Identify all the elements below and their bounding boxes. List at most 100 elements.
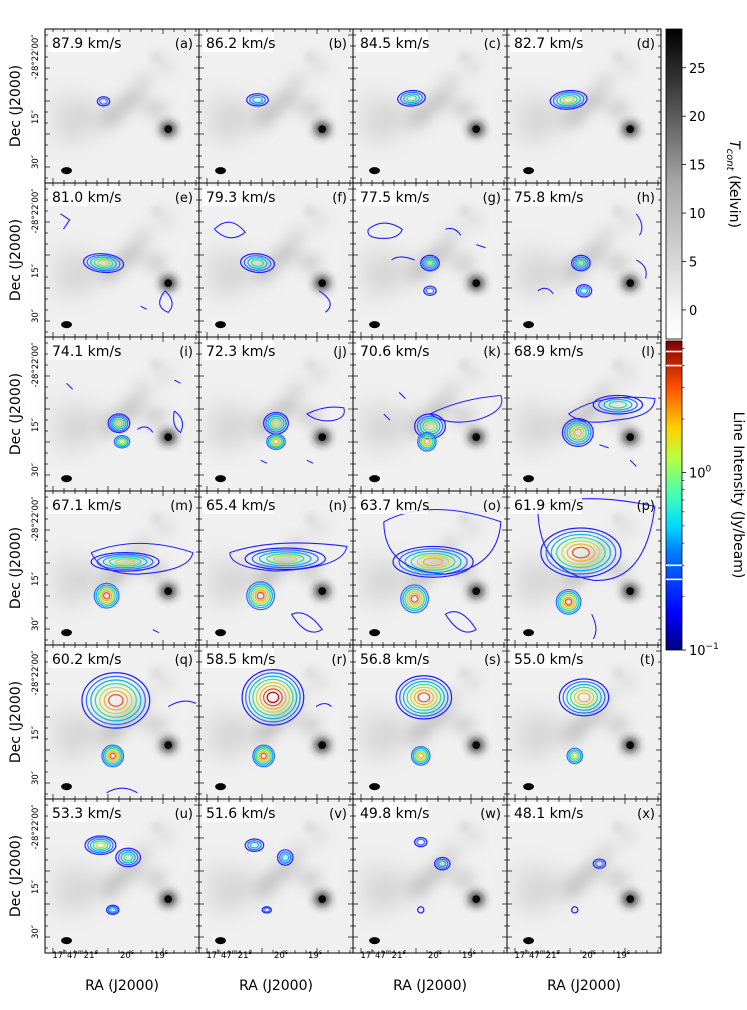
contour-set	[571, 858, 607, 914]
velocity-label: 60.2 km/s	[52, 652, 121, 668]
velocity-label: 81.0 km/s	[52, 190, 121, 206]
continuum-colorbar	[665, 28, 683, 340]
xtick-label: 20s	[274, 949, 288, 961]
contour-set	[229, 542, 348, 633]
channel-panel: 70.6 km/s (k)	[352, 336, 508, 492]
velocity-label: 68.9 km/s	[514, 344, 583, 360]
line-intensity-colorbar-label: Line Intensity (Jy/beam)	[730, 412, 746, 579]
ytick-label: 30″	[31, 155, 41, 169]
contour-set	[383, 392, 503, 452]
panel-tag: (h)	[637, 191, 655, 206]
ytick-label: 30″	[31, 309, 41, 323]
velocity-label: 53.3 km/s	[52, 806, 121, 822]
panel-tag: (g)	[483, 191, 501, 206]
velocity-label: 67.1 km/s	[52, 498, 121, 514]
velocity-label: 87.9 km/s	[52, 36, 121, 52]
y-axis-label: Dec (J2000)	[8, 681, 24, 763]
contour-set	[214, 221, 331, 313]
panel-tag: (q)	[175, 653, 193, 668]
channel-panel: 77.5 km/s (g)	[352, 182, 508, 338]
colorbar-tick-label: 15	[689, 159, 706, 174]
velocity-label: 82.7 km/s	[514, 36, 583, 52]
contour-set	[383, 508, 502, 633]
channel-panel: 53.3 km/s (u)	[44, 798, 200, 954]
velocity-label: 48.1 km/s	[514, 806, 583, 822]
contour-set	[537, 498, 656, 640]
contour-set	[244, 838, 294, 914]
xtick-label: 19s	[308, 949, 322, 961]
xtick-label: 17h47m21s	[360, 949, 405, 961]
panel-tag: (t)	[640, 653, 655, 668]
line-intensity-colorbar	[665, 340, 683, 651]
colorbar-tick-label: 0	[689, 304, 697, 319]
channel-panel: 81.0 km/s (e)	[44, 182, 200, 338]
panel-tag: (p)	[637, 499, 655, 514]
channel-panel: 55.0 km/s (t)	[506, 644, 662, 800]
velocity-label: 72.3 km/s	[206, 344, 275, 360]
velocity-label: 55.0 km/s	[514, 652, 583, 668]
ytick-label: 30″	[31, 925, 41, 939]
channel-panel: 65.4 km/s (n)	[198, 490, 354, 646]
panel-tag: (n)	[329, 499, 347, 514]
y-axis-label: Dec (J2000)	[8, 219, 24, 301]
colorbar-tick-label: 10	[689, 207, 706, 222]
velocity-label: 79.3 km/s	[206, 190, 275, 206]
contour-set	[549, 89, 588, 110]
contour-set	[395, 675, 453, 766]
ytick-label: -28°22′00″	[31, 805, 41, 850]
velocity-label: 70.6 km/s	[360, 344, 429, 360]
panel-tag: (v)	[329, 807, 347, 822]
ytick-label: 15″	[31, 418, 41, 432]
panel-tag: (x)	[637, 807, 655, 822]
velocity-label: 61.9 km/s	[514, 498, 583, 514]
velocity-label: 58.5 km/s	[206, 652, 275, 668]
contour-set	[60, 213, 173, 313]
channel-panel: 60.2 km/s (q)	[44, 644, 200, 800]
panel-tag: (e)	[175, 191, 193, 206]
xtick-label: 19s	[462, 949, 476, 961]
channel-panel: 87.9 km/s (a)	[44, 28, 200, 184]
contour-set	[367, 222, 486, 297]
channel-panel: 51.6 km/s (v)	[198, 798, 354, 954]
xtick-label: 20s	[428, 949, 442, 961]
velocity-label: 56.8 km/s	[360, 652, 429, 668]
panel-tag: (k)	[483, 345, 501, 360]
colorbar-tick-label: 100	[689, 464, 712, 481]
velocity-label: 51.6 km/s	[206, 806, 275, 822]
continuum-colorbar-label: Tcont (Kelvin)	[724, 140, 742, 228]
panel-tag: (s)	[484, 653, 501, 668]
y-axis-label: Dec (J2000)	[8, 835, 24, 917]
ytick-label: 15″	[31, 726, 41, 740]
contour-set	[90, 542, 194, 634]
channel-panel: 74.1 km/s (i)	[44, 336, 200, 492]
velocity-label: 77.5 km/s	[360, 190, 429, 206]
contour-set	[241, 669, 332, 768]
channel-panel: 68.9 km/s (l)	[506, 336, 662, 492]
xtick-label: 19s	[616, 949, 630, 961]
colorbar-tick-label: 10−1	[689, 642, 719, 659]
channel-panel: 49.8 km/s (w)	[352, 798, 508, 954]
contour-set	[66, 379, 184, 449]
contour-set	[561, 394, 656, 467]
x-axis-label: RA (J2000)	[85, 978, 159, 994]
velocity-label: 86.2 km/s	[206, 36, 275, 52]
velocity-label: 74.1 km/s	[52, 344, 121, 360]
channel-panel: 58.5 km/s (r)	[198, 644, 354, 800]
velocity-label: 75.8 km/s	[514, 190, 583, 206]
panel-tag: (c)	[484, 37, 501, 52]
ytick-label: 30″	[31, 463, 41, 477]
xtick-label: 20s	[120, 949, 134, 961]
contour-set	[81, 672, 197, 794]
ytick-label: 30″	[31, 617, 41, 631]
panel-tag: (d)	[637, 37, 655, 52]
velocity-label: 49.8 km/s	[360, 806, 429, 822]
panel-tag: (a)	[175, 37, 193, 52]
x-axis-label: RA (J2000)	[239, 978, 313, 994]
ytick-label: 15″	[31, 264, 41, 278]
panel-tag: (m)	[170, 499, 193, 514]
panel-tag: (f)	[332, 191, 347, 206]
velocity-label: 63.7 km/s	[360, 498, 429, 514]
panel-tag: (u)	[175, 807, 193, 822]
contour-set	[537, 213, 647, 298]
y-axis-label: Dec (J2000)	[8, 527, 24, 609]
